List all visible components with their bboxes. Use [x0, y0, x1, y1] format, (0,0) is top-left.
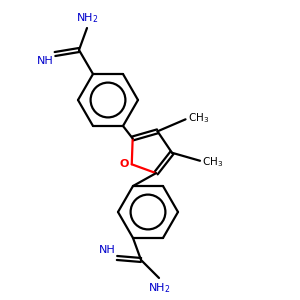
Text: NH: NH [99, 245, 116, 255]
Text: NH$_2$: NH$_2$ [76, 11, 98, 25]
Text: CH$_3$: CH$_3$ [188, 111, 209, 125]
Text: NH: NH [37, 56, 54, 66]
Text: CH$_3$: CH$_3$ [202, 155, 223, 169]
Text: NH$_2$: NH$_2$ [148, 281, 170, 295]
Text: O: O [119, 159, 129, 169]
